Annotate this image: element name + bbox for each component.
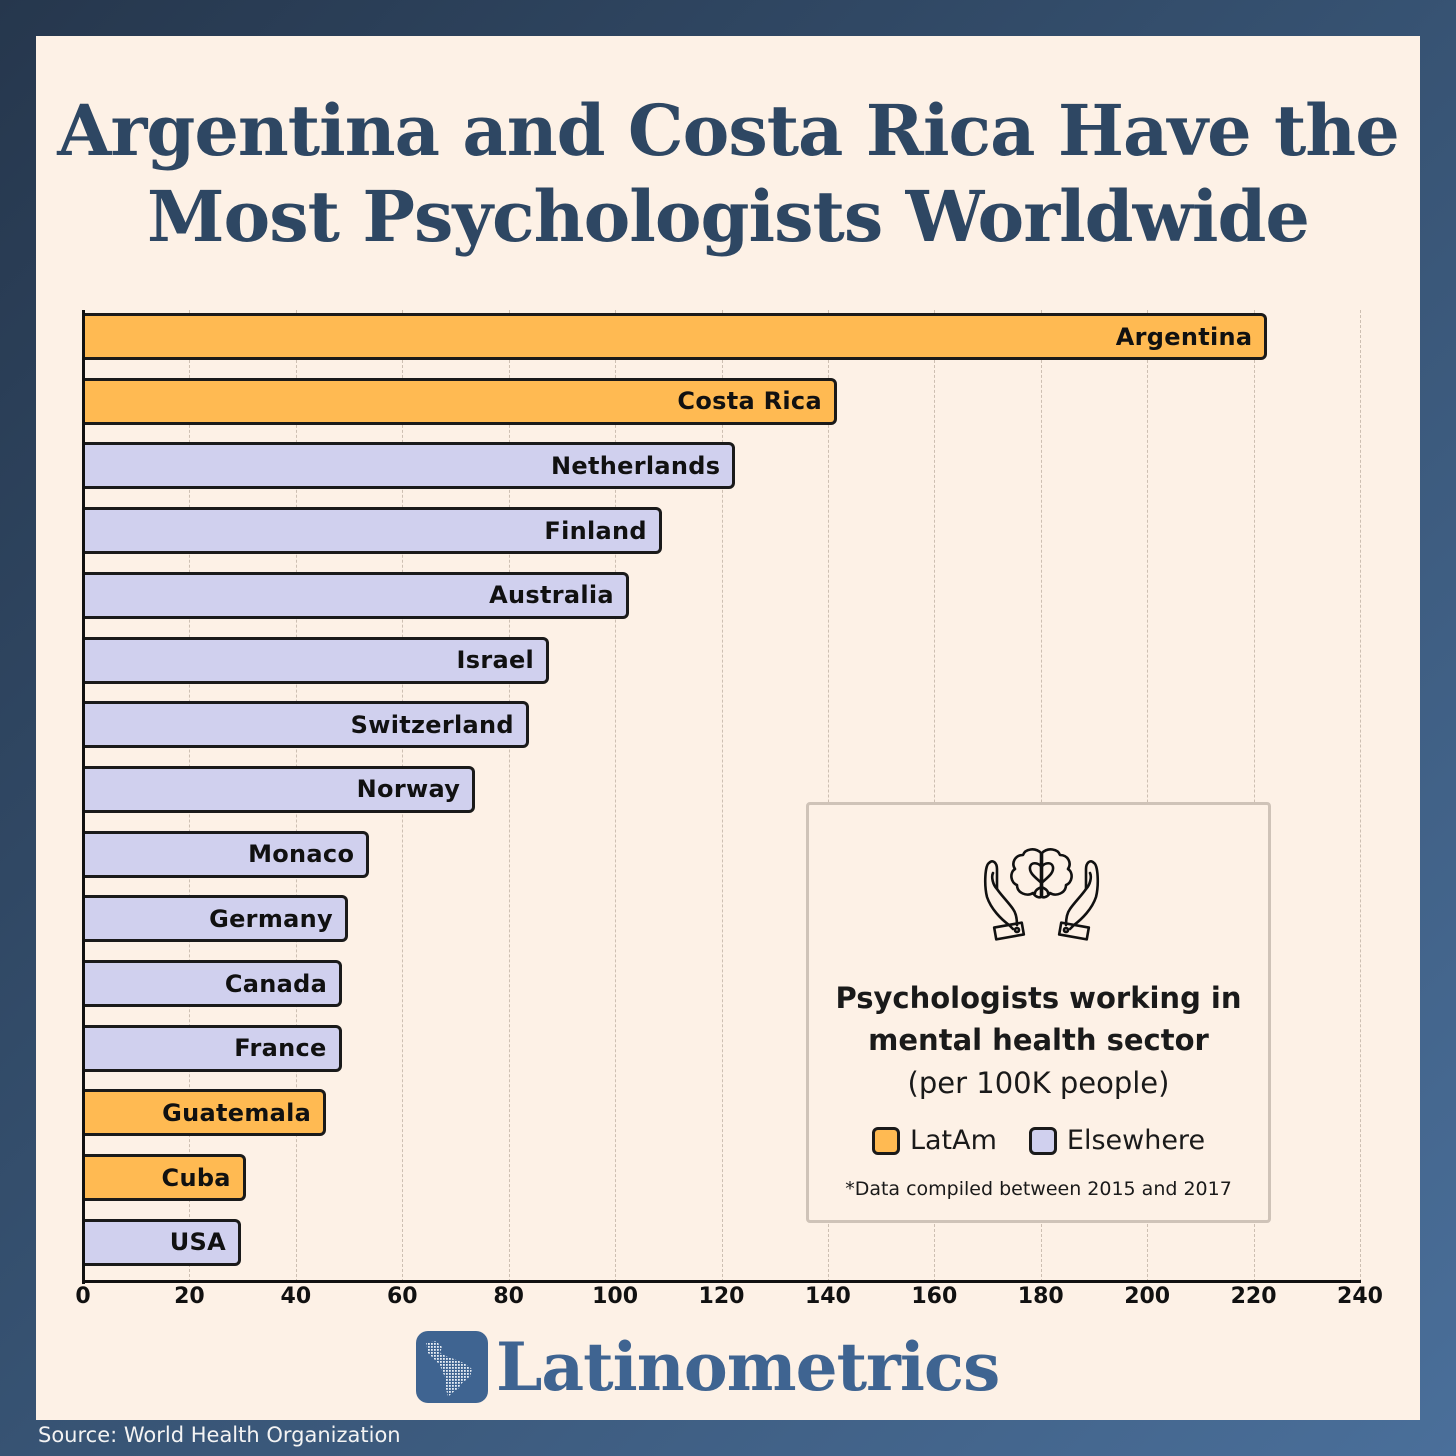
bar-australia: Australia (83, 571, 629, 619)
bar-label: Canada (224, 969, 328, 998)
chart-title: Argentina and Costa Rica Have the Most P… (0, 88, 1456, 260)
hands-holding-brain-heart-icon (983, 848, 1100, 941)
legend-label-latam: LatAm (909, 1125, 997, 1156)
gridline (934, 310, 936, 1282)
x-tick-label: 0 (75, 1284, 91, 1309)
x-tick-label: 200 (1124, 1284, 1171, 1309)
bar-usa: USA (83, 1218, 242, 1266)
bar-cuba: Cuba (83, 1154, 246, 1202)
y-axis (82, 310, 85, 1284)
legend-title: Psychologists working in mental health s… (809, 977, 1268, 1061)
gridline (827, 310, 829, 1282)
legend-label-elsewhere: Elsewhere (1066, 1125, 1206, 1156)
x-tick-label: 100 (592, 1284, 639, 1309)
bar-label: Israel (456, 646, 535, 674)
x-tick-label: 120 (698, 1284, 745, 1309)
bar-guatemala: Guatemala (83, 1089, 327, 1137)
gridline (1147, 310, 1149, 1282)
legend-items: LatAm Elsewhere (809, 1125, 1268, 1156)
bar-label: Finland (544, 516, 647, 545)
legend-item-latam: LatAm (871, 1125, 997, 1156)
legend-note: *Data compiled between 2015 and 2017 (845, 1178, 1232, 1200)
legend-title-line-2: mental health sector (868, 1023, 1209, 1057)
elsewhere-swatch (1028, 1126, 1057, 1155)
title-line-1: Argentina and Costa Rica Have the (57, 89, 1400, 172)
bar-label: Argentina (1115, 322, 1253, 351)
bar-label: Costa Rica (677, 387, 822, 416)
x-tick-label: 20 (174, 1284, 205, 1309)
x-tick-label: 60 (386, 1284, 418, 1309)
x-axis (82, 1280, 1361, 1283)
bar-label: USA (169, 1228, 227, 1257)
gridline (721, 310, 723, 1282)
bar-label: Norway (356, 775, 461, 804)
bar-label: Guatemala (162, 1098, 312, 1127)
bar-costa-rica: Costa Rica (83, 377, 837, 425)
brand-name: Latinometrics (496, 1328, 1000, 1406)
bar-label: Switzerland (350, 710, 514, 739)
x-tick-label: 40 (280, 1284, 312, 1309)
x-tick-label: 140 (804, 1284, 851, 1309)
bar-label: Germany (209, 904, 333, 933)
gridline (1253, 310, 1255, 1282)
source-note: Source: World Health Organization (38, 1423, 401, 1447)
bar-label: Australia (489, 581, 614, 610)
bar-label: Netherlands (551, 451, 721, 480)
gridline (1360, 310, 1361, 1282)
bar-israel: Israel (83, 636, 550, 684)
x-tick-label: 220 (1230, 1284, 1277, 1309)
legend-title-line-1: Psychologists working in (835, 981, 1242, 1015)
latin-america-map-icon (416, 1331, 488, 1403)
bar-canada: Canada (83, 960, 343, 1007)
x-tick-label: 240 (1337, 1284, 1383, 1309)
legend-item-elsewhere: Elsewhere (1028, 1125, 1206, 1156)
gridline (1040, 310, 1042, 1282)
bar-label: Monaco (248, 840, 355, 869)
bar-germany: Germany (83, 895, 348, 943)
bar-switzerland: Switzerland (83, 701, 529, 749)
title-line-2: Most Psychologists Worldwide (147, 175, 1310, 258)
bar-norway: Norway (83, 765, 476, 813)
x-tick-label: 160 (911, 1284, 958, 1309)
bar-finland: Finland (83, 507, 662, 555)
x-tick-label: 80 (493, 1284, 524, 1309)
bar-france: France (83, 1024, 342, 1072)
bar-monaco: Monaco (83, 830, 370, 878)
legend-box: Psychologists working in mental health s… (806, 802, 1271, 1223)
legend-subtitle: (per 100K people) (907, 1066, 1170, 1100)
gridline (508, 310, 510, 1282)
bar-argentina: Argentina (83, 313, 1268, 360)
bar-label: Cuba (161, 1163, 231, 1192)
x-tick-label: 180 (1017, 1284, 1064, 1309)
brand: Latinometrics (416, 1328, 1000, 1406)
latam-swatch (871, 1126, 900, 1155)
bar-netherlands: Netherlands (83, 442, 736, 490)
bar-label: France (234, 1034, 327, 1063)
gridline (615, 310, 617, 1282)
